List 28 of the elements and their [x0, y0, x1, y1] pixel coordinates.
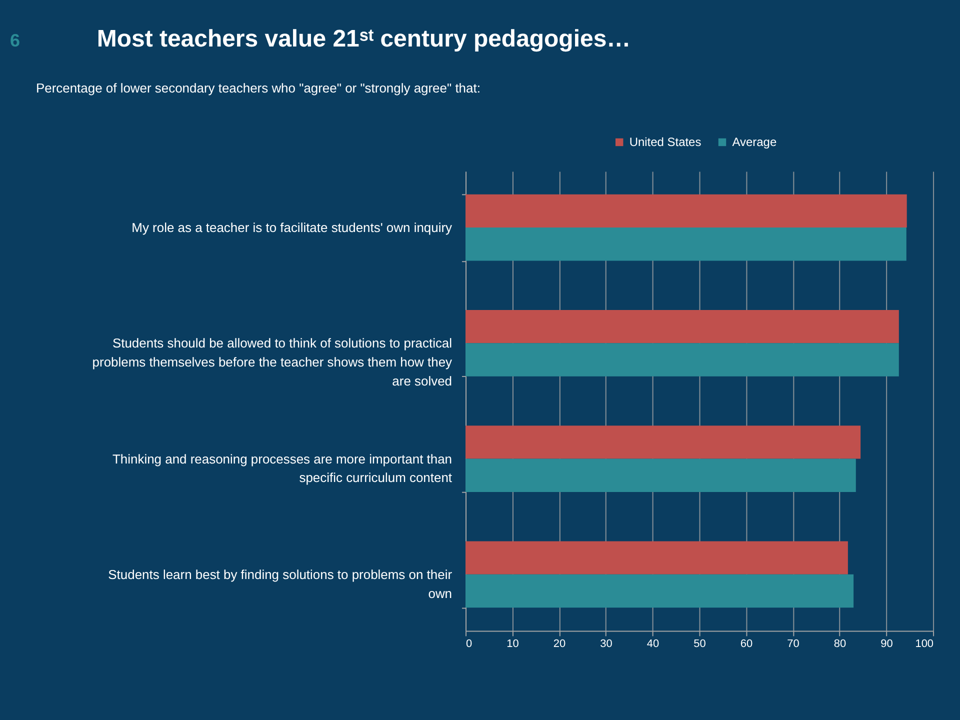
- bar: [466, 541, 848, 574]
- y-tick-label: Thinking and reasoning processes are more important than specific curriculum content: [112, 451, 452, 486]
- y-tick-label: Students should be allowed to think of solutions to practical problems themselves before the teacher shows them how they are solved: [92, 336, 453, 389]
- text: Percentage of lower secondary teachers who "agree" or "strongly agree" that:: [36, 80, 480, 96]
- y-tick-label: Students learn best by finding solutions to problems on their own: [108, 566, 453, 601]
- x-tick-label: 70: [787, 638, 800, 650]
- x-tick-label: 40: [646, 638, 660, 650]
- bar: [466, 194, 907, 228]
- bar: [466, 343, 899, 376]
- x-tick-label: 60: [740, 638, 753, 650]
- x-tick-label: 80: [834, 638, 846, 650]
- bar: [466, 574, 854, 608]
- bar: [466, 310, 899, 344]
- x-tick-label: 90: [880, 638, 893, 650]
- x-tick-label: 100: [915, 638, 934, 650]
- chart-title: Most teachers value 21ˢᵗ century pedagogies…: [96, 25, 631, 52]
- x-tick-label: 30: [600, 638, 612, 650]
- legend-label: United States: [629, 135, 702, 150]
- bar: [466, 228, 906, 261]
- x-tick-label: 50: [694, 638, 706, 650]
- text: 6: [10, 30, 20, 50]
- bar: [466, 458, 856, 492]
- y-tick-label: My role as a teacher is to facilitate students' own inquiry: [132, 220, 453, 236]
- x-tick-label: 0: [466, 638, 472, 650]
- legend-label: Average: [732, 135, 777, 150]
- bar: [466, 426, 861, 459]
- x-tick-label: 10: [506, 638, 519, 650]
- x-tick-label: 20: [553, 638, 566, 650]
